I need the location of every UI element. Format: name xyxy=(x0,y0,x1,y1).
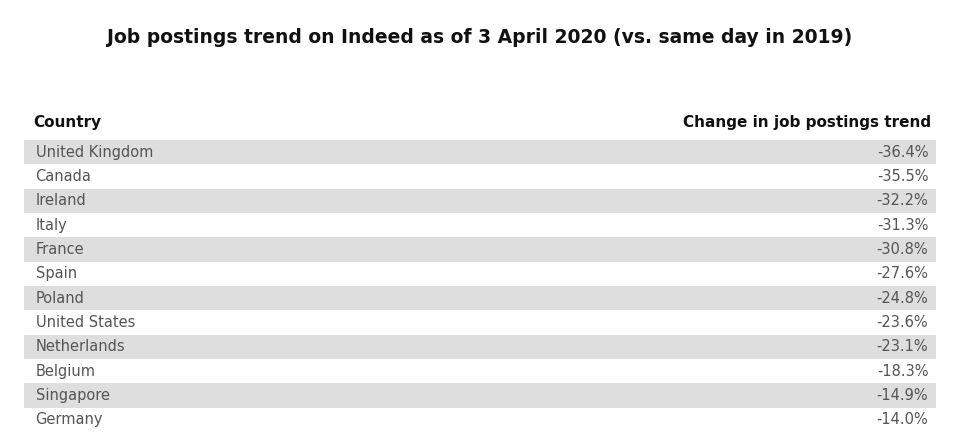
Text: -14.9%: -14.9% xyxy=(876,388,928,403)
Text: -35.5%: -35.5% xyxy=(876,169,928,184)
Text: -24.8%: -24.8% xyxy=(876,291,928,306)
Text: -36.4%: -36.4% xyxy=(876,145,928,160)
Text: United States: United States xyxy=(36,315,135,330)
Text: Poland: Poland xyxy=(36,291,84,306)
Text: United Kingdom: United Kingdom xyxy=(36,145,153,160)
Text: Change in job postings trend: Change in job postings trend xyxy=(684,115,931,130)
Text: Germany: Germany xyxy=(36,412,103,427)
Text: Ireland: Ireland xyxy=(36,193,86,208)
Text: -23.6%: -23.6% xyxy=(876,315,928,330)
Text: Belgium: Belgium xyxy=(36,364,96,379)
Text: Singapore: Singapore xyxy=(36,388,109,403)
Text: Job postings trend on Indeed as of 3 April 2020 (vs. same day in 2019): Job postings trend on Indeed as of 3 Apr… xyxy=(108,28,852,47)
Text: -23.1%: -23.1% xyxy=(876,339,928,354)
Text: -14.0%: -14.0% xyxy=(876,412,928,427)
Text: -32.2%: -32.2% xyxy=(876,193,928,208)
Text: Country: Country xyxy=(34,115,102,130)
Text: -30.8%: -30.8% xyxy=(876,242,928,257)
Text: Canada: Canada xyxy=(36,169,91,184)
Text: France: France xyxy=(36,242,84,257)
Text: -18.3%: -18.3% xyxy=(876,364,928,379)
Text: -31.3%: -31.3% xyxy=(876,218,928,233)
Text: Italy: Italy xyxy=(36,218,67,233)
Text: -27.6%: -27.6% xyxy=(876,266,928,281)
Text: Netherlands: Netherlands xyxy=(36,339,125,354)
Text: Spain: Spain xyxy=(36,266,77,281)
